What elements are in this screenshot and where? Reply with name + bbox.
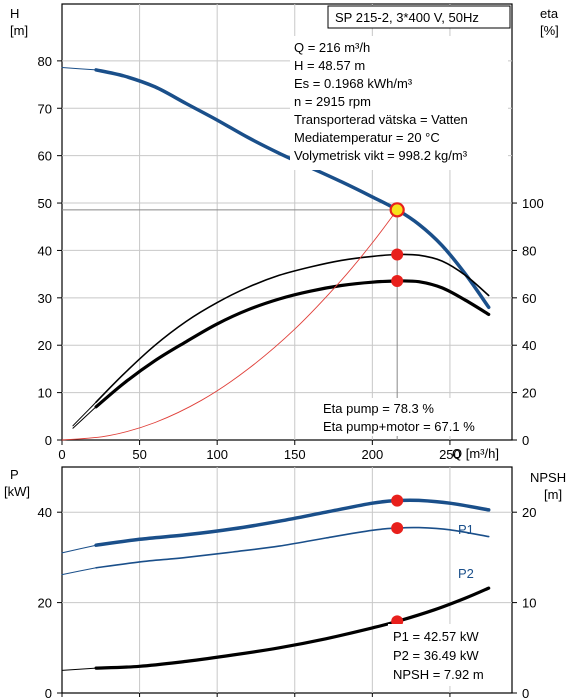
y2-tick-label: 60 bbox=[522, 291, 536, 306]
head-axis-label-unit: [m] bbox=[10, 23, 28, 38]
y2-tick-label: 20 bbox=[522, 386, 536, 401]
y-tick-label: 0 bbox=[45, 686, 52, 698]
y2-tick-label: 10 bbox=[522, 596, 536, 611]
y2-tick-label: 40 bbox=[522, 338, 536, 353]
operating-point-marker bbox=[391, 248, 404, 261]
power-chart-ticks: 0 20 40 0 10 20 bbox=[38, 505, 537, 698]
p1-note: P1 = 42.57 kW bbox=[393, 629, 479, 644]
y2-tick-label: 100 bbox=[522, 196, 544, 211]
series-line-P1 bbox=[94, 498, 491, 547]
legend-p1: P1 bbox=[458, 522, 474, 537]
y2-tick-label: 80 bbox=[522, 243, 536, 258]
y-tick-label: 80 bbox=[38, 54, 52, 69]
eta-pump-note: Eta pump = 78.3 % bbox=[323, 401, 434, 416]
series-line-P2 bbox=[95, 526, 490, 569]
head-efficiency-panel: 0 10 20 30 40 50 60 70 80 0 20 40 60 80 100 0 50 100 150 20… bbox=[10, 3, 559, 462]
series-line-system_curve bbox=[61, 209, 398, 441]
y-tick-label: 10 bbox=[38, 386, 52, 401]
title-box-text: SP 215-2, 3*400 V, 50Hz bbox=[335, 10, 479, 25]
operating-point-marker bbox=[391, 275, 404, 288]
power-axis-label-unit: [kW] bbox=[4, 484, 30, 499]
y2-tick-label: 0 bbox=[522, 433, 529, 448]
eta-notes-block: Eta pump = 78.3 % Eta pump+motor = 67.1 … bbox=[318, 398, 506, 436]
npsh-note: NPSH = 7.92 m bbox=[393, 667, 484, 682]
y-tick-label: 70 bbox=[38, 101, 52, 116]
y-tick-label: 20 bbox=[38, 596, 52, 611]
series-line-eta_extension bbox=[72, 401, 97, 427]
eta-axis-unit: [%] bbox=[540, 23, 559, 38]
y-tick-label: 40 bbox=[38, 505, 52, 520]
flow-axis-label: Q [m³/h] bbox=[452, 446, 499, 461]
head-chart-markers bbox=[389, 202, 405, 288]
info-line: n = 2915 rpm bbox=[294, 94, 371, 109]
x-tick-label: 250 bbox=[439, 447, 461, 462]
x-tick-label: 50 bbox=[132, 447, 146, 462]
y2-tick-label: 0 bbox=[522, 686, 529, 698]
x-tick-label: 200 bbox=[361, 447, 383, 462]
info-text-block: Q = 216 m³/h H = 48.57 m Es = 0.1968 kWh… bbox=[290, 36, 508, 170]
npsh-axis-unit: [m] bbox=[544, 487, 562, 502]
x-tick-label: 0 bbox=[58, 447, 65, 462]
info-line: Volymetrisk vikt = 998.2 kg/m³ bbox=[294, 148, 468, 163]
title-box bbox=[327, 5, 511, 29]
series-line-NPSH bbox=[94, 586, 491, 670]
series-line-eta_pump bbox=[95, 253, 490, 403]
info-line: Es = 0.1968 kWh/m³ bbox=[294, 76, 413, 91]
y2-tick-label: 20 bbox=[522, 505, 536, 520]
npsh-axis-label: NPSH bbox=[530, 470, 566, 485]
x-tick-label: 100 bbox=[206, 447, 228, 462]
series-line-P2_ext bbox=[61, 567, 97, 576]
operating-point-marker bbox=[391, 494, 404, 507]
series-line-NPSH_ext bbox=[61, 667, 97, 671]
info-line: H = 48.57 m bbox=[294, 58, 365, 73]
legend-p2: P2 bbox=[458, 566, 474, 581]
operating-point-marker bbox=[391, 522, 404, 535]
y-tick-label: 40 bbox=[38, 243, 52, 258]
y-tick-label: 50 bbox=[38, 196, 52, 211]
power-notes-block: P1 = 42.57 kW P2 = 36.49 kW NPSH = 7.92 … bbox=[388, 624, 508, 686]
head-axis-label-h: H bbox=[10, 6, 19, 21]
duty-point-marker bbox=[389, 202, 405, 218]
power-axis-label-p: P bbox=[10, 467, 19, 482]
y-tick-label: 0 bbox=[45, 433, 52, 448]
y-tick-label: 60 bbox=[38, 149, 52, 164]
series-line-eta2_extension bbox=[72, 406, 97, 429]
series-line-eta_pump_motor bbox=[94, 279, 491, 409]
power-npsh-panel: 0 20 40 0 10 20 P [kW] NPSH [m] P1 = 42.57 kW… bbox=[4, 466, 566, 698]
power-chart-series bbox=[61, 498, 491, 671]
p2-note: P2 = 36.49 kW bbox=[393, 648, 479, 663]
head-chart-ticks: 0 10 20 30 40 50 60 70 80 0 20 40 60 80 100 0 50 100 150 20… bbox=[38, 54, 544, 462]
info-line: Transporterad vätska = Vatten bbox=[294, 112, 468, 127]
head-chart-grid bbox=[62, 4, 512, 440]
y-tick-label: 20 bbox=[38, 338, 52, 353]
eta-axis-label: eta bbox=[540, 6, 559, 21]
x-tick-label: 150 bbox=[284, 447, 306, 462]
series-line-head_extension bbox=[61, 67, 97, 71]
series-line-P1_ext bbox=[61, 544, 97, 554]
info-line: Q = 216 m³/h bbox=[294, 40, 370, 55]
y-tick-label: 30 bbox=[38, 291, 52, 306]
eta-pump-motor-note: Eta pump+motor = 67.1 % bbox=[323, 419, 475, 434]
info-line: Mediatemperatur = 20 °C bbox=[294, 130, 440, 145]
